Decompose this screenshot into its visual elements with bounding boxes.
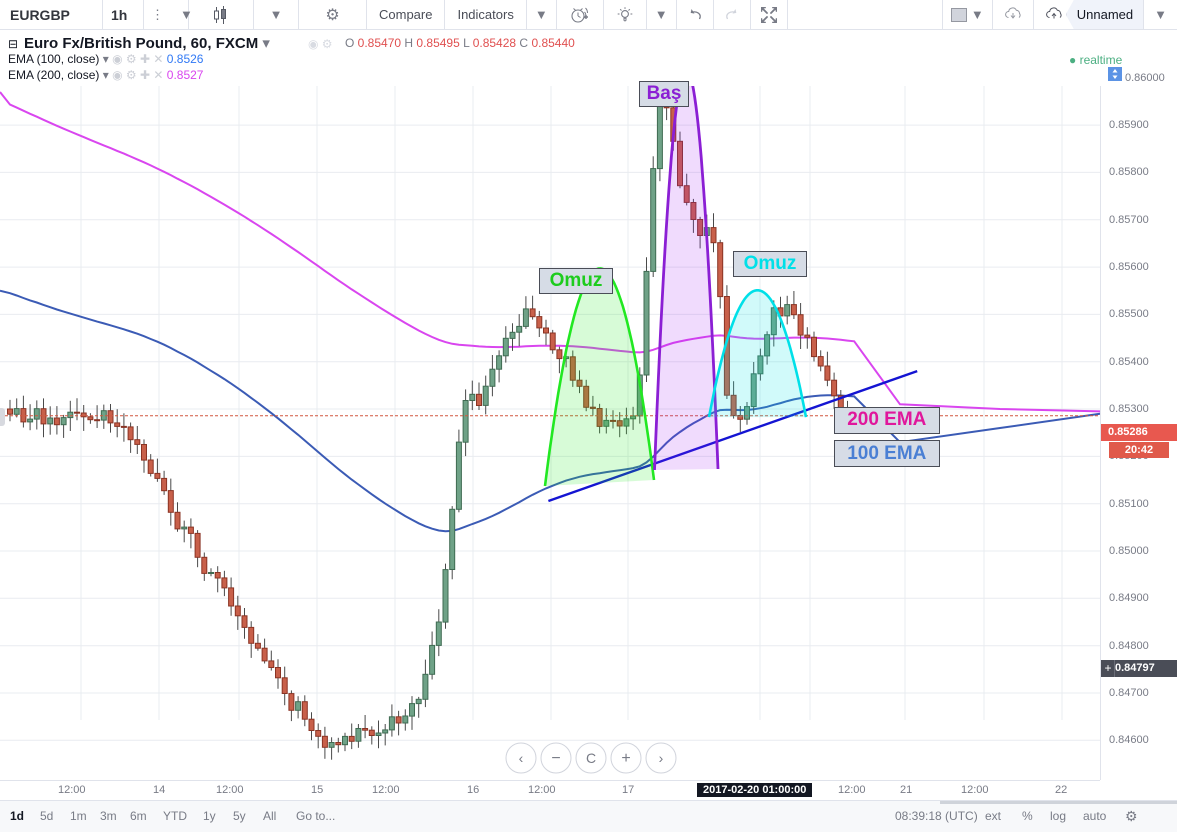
svg-text:›: › [659,750,664,766]
svg-text:C: C [586,750,596,766]
svg-text:−: − [551,750,560,767]
svg-text:+: + [621,750,630,767]
svg-text:‹: ‹ [519,750,524,766]
